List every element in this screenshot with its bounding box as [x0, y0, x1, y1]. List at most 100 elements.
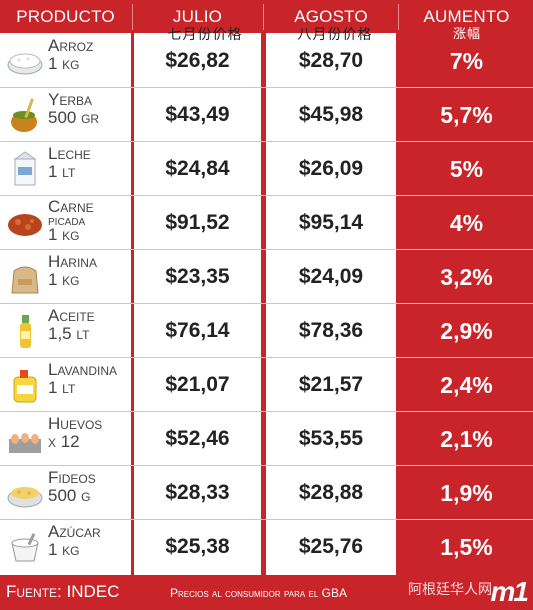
- julio-subtitle: 七月份价格: [167, 27, 243, 43]
- product-label: Azúcar: [48, 522, 101, 541]
- table-row: Carne picada 1 kg $91,52 $95,14 4%: [0, 195, 533, 249]
- table-row: Aceite 1,5 lt $76,14 $78,36 2,9%: [0, 303, 533, 357]
- product-quantity: 500 g: [48, 486, 91, 505]
- source-text: Fuente: INDEC: [6, 582, 120, 601]
- price-agosto: $45,98: [298, 103, 364, 126]
- row-divider: [0, 411, 533, 412]
- increase-percent: 5,7%: [440, 102, 493, 128]
- flour-sack-icon: [6, 257, 44, 295]
- product-name: Fideos 500 g: [48, 469, 132, 505]
- product-label: Harina: [48, 252, 97, 271]
- header-aumento: AUMENTO: [423, 7, 510, 26]
- header-divider: [263, 4, 264, 30]
- product-name: Aceite 1,5 lt: [48, 307, 132, 343]
- product-quantity: 1 kg: [48, 54, 80, 73]
- milk-carton-icon: [6, 149, 44, 187]
- product-label: Huevos: [48, 414, 103, 433]
- increase-percent: 1,5%: [440, 534, 493, 560]
- row-divider: [0, 519, 533, 520]
- table-row: Huevos x 12 $52,46 $53,55 2,1%: [0, 411, 533, 465]
- agosto-column: [266, 33, 396, 575]
- row-divider: [0, 357, 533, 358]
- product-quantity: 1 lt: [48, 378, 76, 397]
- price-julio: $28,33: [165, 481, 230, 504]
- price-julio: $52,46: [165, 427, 230, 450]
- table-row: Leche 1 lt $24,84 $26,09 5%: [0, 141, 533, 195]
- bleach-jug-icon: [6, 365, 44, 403]
- increase-percent: 2,9%: [440, 318, 493, 344]
- product-name: Leche 1 lt: [48, 145, 132, 181]
- increase-percent: 2,1%: [440, 426, 493, 452]
- rice-bowl-icon: [6, 41, 44, 79]
- price-julio: $26,82: [165, 49, 230, 72]
- price-agosto: $26,09: [298, 157, 364, 180]
- footer-note: Precios al consumidor para el GBA: [170, 586, 348, 600]
- product-name: Huevos x 12: [48, 415, 132, 451]
- product-label: Carne: [48, 197, 94, 216]
- table-row: Harina 1 kg $23,35 $24,09 3,2%: [0, 249, 533, 303]
- egg-carton-icon: [6, 419, 44, 457]
- price-agosto: $95,14: [298, 211, 364, 234]
- price-julio: $24,84: [165, 157, 230, 180]
- sugar-bowl-icon: [6, 527, 44, 565]
- row-divider: [0, 195, 533, 196]
- product-name: Harina 1 kg: [48, 253, 132, 289]
- increase-percent: 2,4%: [440, 372, 493, 398]
- price-julio: $76,14: [165, 319, 230, 342]
- header-producto: PRODUCTO: [16, 7, 115, 26]
- table-row: Azúcar 1 kg $25,38 $25,76 1,5%: [0, 519, 533, 573]
- row-divider: [0, 87, 533, 88]
- product-label: Fideos: [48, 468, 96, 487]
- product-quantity: 1 lt: [48, 162, 76, 181]
- product-quantity: 1,5 lt: [48, 324, 90, 343]
- price-julio: $25,38: [165, 535, 230, 558]
- product-name: Lavandina 1 lt: [48, 361, 132, 397]
- increase-percent: 3,2%: [440, 264, 493, 290]
- table-row: Lavandina 1 lt $21,07 $21,57 2,4%: [0, 357, 533, 411]
- product-label: Arroz: [48, 36, 94, 55]
- header-agosto: AGOSTO: [294, 7, 368, 26]
- m1-logo: m1: [490, 576, 529, 607]
- price-agosto: $28,70: [298, 49, 364, 72]
- product-quantity: 500 gr: [48, 108, 100, 127]
- price-julio: $43,49: [165, 103, 230, 126]
- agosto-subtitle: 八月份价格: [297, 27, 373, 43]
- price-agosto: $28,88: [298, 481, 364, 504]
- ground-meat-icon: [6, 203, 44, 241]
- table-row: Fideos 500 g $28,33 $28,88 1,9%: [0, 465, 533, 519]
- row-divider: [0, 303, 533, 304]
- product-quantity: x 12: [48, 432, 80, 451]
- aumento-subtitle: 涨幅: [452, 27, 481, 42]
- price-agosto: $78,36: [298, 319, 364, 342]
- product-label: Aceite: [48, 306, 95, 325]
- increase-percent: 4%: [449, 210, 484, 236]
- product-quantity: 1 kg: [48, 540, 80, 559]
- price-agosto: $21,57: [298, 373, 364, 396]
- price-julio: $91,52: [165, 211, 230, 234]
- product-label: Yerba: [48, 90, 93, 109]
- watermark: 阿根廷华人网: [408, 581, 492, 597]
- oil-bottle-icon: [6, 311, 44, 349]
- table-header: PRODUCTO JULIO AGOSTO AUMENTO: [0, 0, 533, 33]
- header-divider: [132, 4, 133, 30]
- pasta-bowl-icon: [6, 473, 44, 511]
- aumento-column: [404, 33, 529, 575]
- increase-percent: 7%: [449, 48, 484, 74]
- price-julio: $21,07: [165, 373, 230, 396]
- table-row: Arroz 1 kg $26,82 $28,70 7%: [0, 33, 533, 87]
- increase-percent: 1,9%: [440, 480, 493, 506]
- row-divider: [0, 465, 533, 466]
- header-julio: JULIO: [172, 7, 223, 26]
- price-agosto: $25,76: [298, 535, 364, 558]
- increase-percent: 5%: [449, 156, 484, 182]
- price-julio: $23,35: [165, 265, 230, 288]
- footer: Fuente: INDEC Precios al consumidor para…: [0, 575, 533, 610]
- row-divider: [0, 249, 533, 250]
- product-name: Arroz 1 kg: [48, 37, 132, 73]
- price-agosto: $53,55: [298, 427, 364, 450]
- product-label: Leche: [48, 144, 91, 163]
- product-quantity: 1 kg: [48, 225, 80, 244]
- header-divider: [398, 4, 399, 30]
- table-row: Yerba 500 gr $43,49 $45,98 5,7%: [0, 87, 533, 141]
- product-name: Azúcar 1 kg: [48, 523, 132, 559]
